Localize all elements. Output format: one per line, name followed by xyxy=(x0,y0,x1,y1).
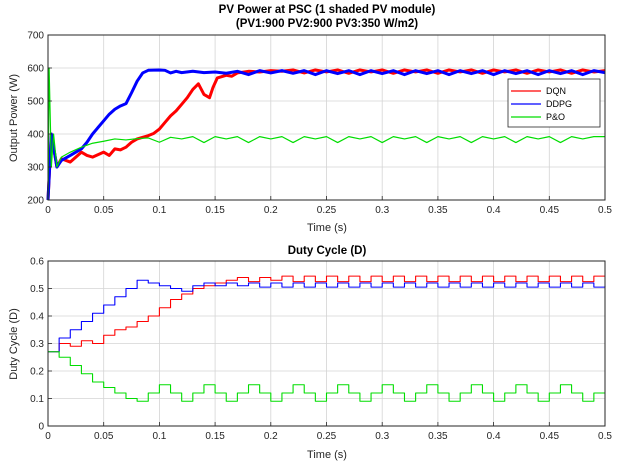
x-tick-label: 0.45 xyxy=(540,431,560,442)
duty-chart: Duty Cycle (D) 0 0.05 0.1 0.15 0.2 0.25 0.3 0.3… xyxy=(8,245,612,461)
y-tick-label: 0.6 xyxy=(30,257,44,268)
legend-label-po: P&O xyxy=(546,112,565,122)
duty-chart-ylabel: Duty Cycle (D) xyxy=(8,308,20,380)
series-line-p-o xyxy=(47,67,605,201)
x-tick-label: 0.05 xyxy=(94,431,114,442)
duty-chart-series xyxy=(48,275,606,402)
y-tick-label: 0 xyxy=(38,422,44,433)
x-tick-label: 0.1 xyxy=(152,431,166,442)
legend-box xyxy=(507,78,601,128)
power-chart-xlabel: Time (s) xyxy=(307,222,347,234)
series-line-series-3 xyxy=(48,351,605,402)
x-tick-label: 0.4 xyxy=(487,205,501,216)
power-chart-title: PV Power at PSC (1 shaded PV module) xyxy=(219,4,436,16)
x-tick-label: 0.4 xyxy=(487,431,501,442)
x-tick-label: 0.45 xyxy=(540,205,560,216)
x-tick-label: 0.3 xyxy=(375,431,389,442)
power-chart: PV Power at PSC (1 shaded PV module) (PV… xyxy=(8,4,612,234)
x-tick-label: 0.05 xyxy=(94,205,114,216)
legend-label-ddpg: DDPG xyxy=(546,99,572,109)
series-line-series-1 xyxy=(48,275,605,353)
y-tick-label: 200 xyxy=(27,196,44,207)
x-tick-label: 0.15 xyxy=(205,205,225,216)
y-tick-label: 500 xyxy=(27,97,44,108)
y-tick-label: 0.4 xyxy=(30,312,44,323)
duty-chart-ticks: 0 0.05 0.1 0.15 0.2 0.25 0.3 0.35 0.4 0.45 0.5 0 0.1… xyxy=(30,257,612,443)
y-tick-label: 0.2 xyxy=(30,367,44,378)
duty-chart-title: Duty Cycle (D) xyxy=(288,245,367,257)
x-tick-label: 0.2 xyxy=(264,431,278,442)
y-tick-label: 0.5 xyxy=(30,284,44,295)
duty-chart-xlabel: Time (s) xyxy=(307,449,347,461)
x-tick-label: 0.35 xyxy=(428,205,448,216)
legend-label-dqn: DQN xyxy=(546,86,566,96)
x-tick-label: 0 xyxy=(45,431,51,442)
x-tick-label: 0.25 xyxy=(317,205,337,216)
power-chart-series xyxy=(46,67,606,201)
x-tick-label: 0.2 xyxy=(264,205,278,216)
power-chart-ticks: 0 0.05 0.1 0.15 0.2 0.25 0.3 0.35 0.4 0.45 0.5 200 3… xyxy=(27,31,612,217)
x-tick-label: 0.3 xyxy=(375,205,389,216)
series-line-dqn xyxy=(46,68,606,201)
x-tick-label: 0.1 xyxy=(152,205,166,216)
series-line-ddpg xyxy=(46,68,606,201)
y-tick-label: 400 xyxy=(27,130,44,141)
x-tick-label: 0.35 xyxy=(428,431,448,442)
x-tick-label: 0 xyxy=(45,205,51,216)
y-tick-label: 0.3 xyxy=(30,339,44,350)
x-tick-label: 0.25 xyxy=(317,431,337,442)
series-line-series-2 xyxy=(48,279,606,353)
y-tick-label: 300 xyxy=(27,163,44,174)
x-tick-label: 0.5 xyxy=(598,205,612,216)
power-chart-ylabel: Output Power (W) xyxy=(8,74,20,162)
y-tick-label: 700 xyxy=(27,31,44,42)
x-tick-label: 0.5 xyxy=(598,431,612,442)
y-tick-label: 600 xyxy=(27,64,44,75)
power-chart-subtitle: (PV1:900 PV2:900 PV3:350 W/m2) xyxy=(236,18,418,30)
x-tick-label: 0.15 xyxy=(205,431,225,442)
y-tick-label: 0.1 xyxy=(30,394,44,405)
power-chart-legend: DQN DDPG P&O xyxy=(507,78,601,128)
